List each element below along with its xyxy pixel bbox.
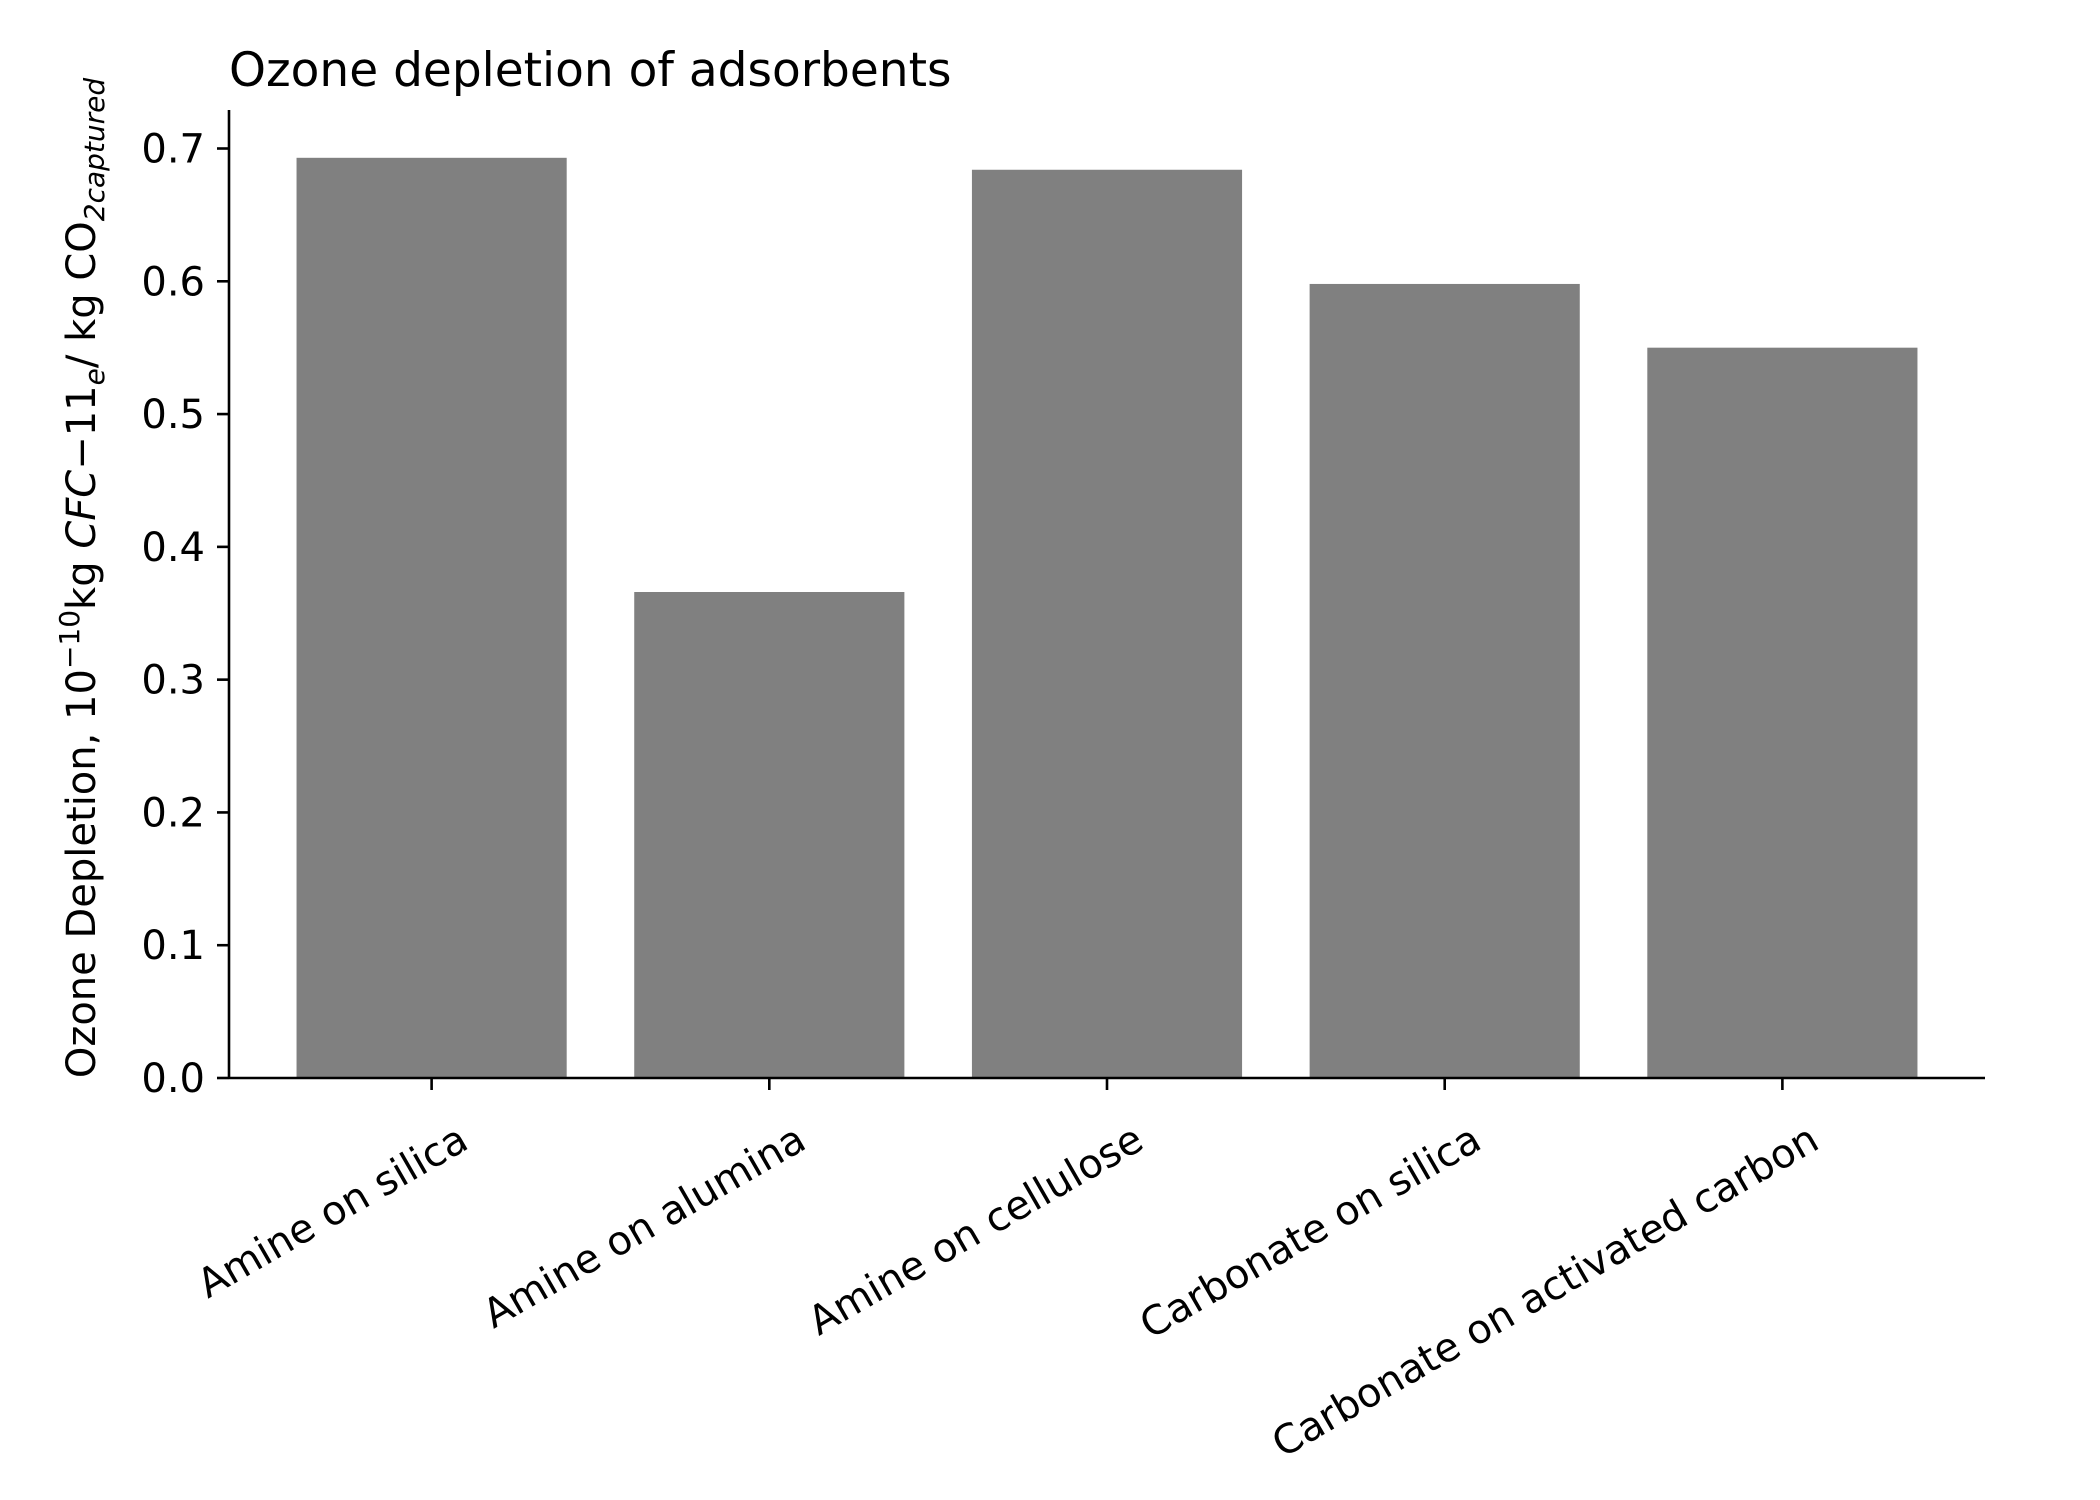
bar-4 (1309, 283, 1580, 1078)
y-axis-label-per: / kg CO (59, 221, 105, 368)
bar-2 (634, 592, 905, 1078)
y-axis-label-sub-e: e (78, 368, 111, 385)
y-axis-label-base: Ozone Depletion, 10 (59, 669, 105, 1078)
y-axis-ticks: 0.0 0.1 0.2 0.3 0.4 0.5 0.6 0.7 (141, 127, 229, 1102)
y-tick-label: 0.0 (141, 1056, 205, 1102)
x-tick-label: Amine on silica (190, 1116, 476, 1308)
bar-3 (971, 169, 1243, 1079)
y-tick-label: 0.5 (141, 392, 205, 438)
y-tick-label: 0.1 (141, 923, 205, 969)
y-axis-label-exponent: −10 (53, 610, 86, 669)
bar-1 (296, 157, 567, 1078)
y-tick-label: 0.4 (141, 525, 205, 571)
y-axis-label-sub-captured: 2captured (78, 78, 111, 222)
y-axis-label-cfc: CFC (59, 470, 105, 549)
y-tick-label: 0.6 (141, 259, 205, 305)
bars-group (296, 157, 1918, 1079)
chart-title: Ozone depletion of adsorbents (229, 43, 952, 98)
y-axis-label-kg: kg (59, 549, 105, 610)
y-tick-label: 0.2 (141, 790, 205, 836)
y-tick-label: 0.7 (141, 127, 205, 173)
x-tick-label: Carbonate on silica (1132, 1116, 1488, 1348)
bar-5 (1647, 347, 1918, 1078)
x-tick-label: Amine on cellulose (801, 1116, 1151, 1345)
y-tick-label: 0.3 (141, 658, 205, 704)
y-axis-label: Ozone Depletion, 10−10kg CFC−11e/ kg CO2… (53, 78, 111, 1078)
x-tick-label: Amine on alumina (475, 1116, 813, 1338)
y-axis-label-11: −11 (59, 385, 105, 469)
x-tick-label: Carbonate on activated carbon (1265, 1116, 1827, 1467)
